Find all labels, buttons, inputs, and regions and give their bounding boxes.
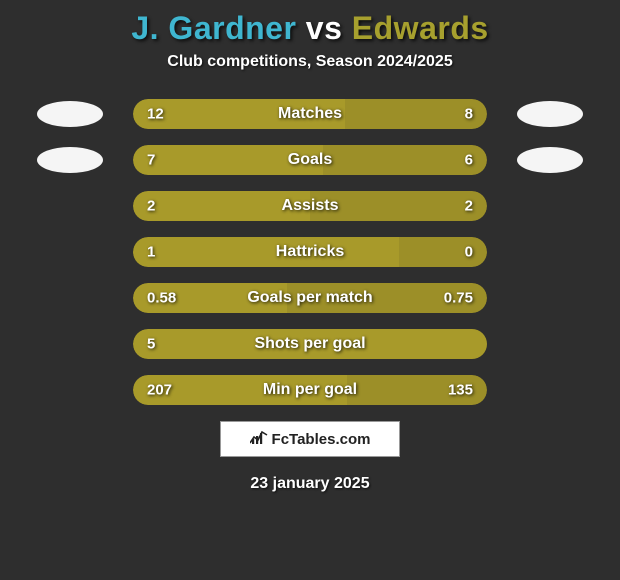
subtitle: Club competitions, Season 2024/2025 — [0, 53, 620, 71]
badge-slot-left — [7, 329, 133, 359]
team-badge-right — [517, 101, 583, 127]
badge-slot-right — [487, 237, 613, 267]
stat-bar: 1 0 Hattricks — [133, 237, 487, 267]
stat-bar: 5 Shots per goal — [133, 329, 487, 359]
stat-label: Assists — [282, 197, 339, 215]
badge-slot-right — [487, 329, 613, 359]
player1-name: J. Gardner — [131, 10, 296, 46]
badge-slot-right — [487, 145, 613, 175]
stat-value-left: 12 — [147, 106, 164, 123]
badge-slot-right — [487, 99, 613, 129]
stat-value-left: 7 — [147, 152, 155, 169]
stat-row: 7 6 Goals — [7, 145, 613, 175]
stat-value-left: 1 — [147, 244, 155, 261]
badge-slot-left — [7, 99, 133, 129]
stat-bar-right-fill — [323, 145, 487, 175]
stat-value-right: 6 — [465, 152, 473, 169]
badge-slot-right — [487, 283, 613, 313]
stat-bar-left-fill — [133, 237, 399, 267]
stat-label: Goals per match — [247, 289, 372, 307]
badge-slot-right — [487, 191, 613, 221]
stat-row: 207 135 Min per goal — [7, 375, 613, 405]
player2-name: Edwards — [352, 10, 489, 46]
stat-value-right: 8 — [465, 106, 473, 123]
source-logo: FcTables.com — [220, 421, 400, 457]
team-badge-left — [37, 147, 103, 173]
stat-value-left: 5 — [147, 336, 155, 353]
stat-row: 1 0 Hattricks — [7, 237, 613, 267]
badge-slot-left — [7, 237, 133, 267]
stat-label: Matches — [278, 105, 342, 123]
stat-value-right: 2 — [465, 198, 473, 215]
stat-bar: 0.58 0.75 Goals per match — [133, 283, 487, 313]
stat-label: Goals — [288, 151, 332, 169]
title-vs: vs — [306, 10, 343, 46]
stat-bar-right-fill — [399, 237, 488, 267]
stat-row: 0.58 0.75 Goals per match — [7, 283, 613, 313]
chart-icon — [250, 429, 268, 450]
stats-container: 12 8 Matches 7 6 Goals 2 2 Assists 1 0 Hattricks 0.5… — [0, 99, 620, 405]
stat-value-left: 0.58 — [147, 290, 176, 307]
stat-label: Shots per goal — [254, 335, 365, 353]
stat-row: 12 8 Matches — [7, 99, 613, 129]
stat-bar: 12 8 Matches — [133, 99, 487, 129]
stat-bar: 207 135 Min per goal — [133, 375, 487, 405]
source-logo-text: FcTables.com — [272, 431, 371, 448]
stat-value-right: 0.75 — [444, 290, 473, 307]
badge-slot-left — [7, 191, 133, 221]
stat-bar: 7 6 Goals — [133, 145, 487, 175]
stat-value-right: 0 — [465, 244, 473, 261]
stat-row: 5 Shots per goal — [7, 329, 613, 359]
stat-label: Min per goal — [263, 381, 357, 399]
team-badge-right — [517, 147, 583, 173]
stat-value-right: 135 — [448, 382, 473, 399]
badge-slot-right — [487, 375, 613, 405]
page-title: J. Gardner vs Edwards — [0, 0, 620, 53]
date-caption: 23 january 2025 — [0, 475, 620, 493]
team-badge-left — [37, 101, 103, 127]
stat-bar: 2 2 Assists — [133, 191, 487, 221]
stat-value-left: 207 — [147, 382, 172, 399]
stat-label: Hattricks — [276, 243, 344, 261]
badge-slot-left — [7, 283, 133, 313]
badge-slot-left — [7, 145, 133, 175]
stat-row: 2 2 Assists — [7, 191, 613, 221]
stat-value-left: 2 — [147, 198, 155, 215]
badge-slot-left — [7, 375, 133, 405]
